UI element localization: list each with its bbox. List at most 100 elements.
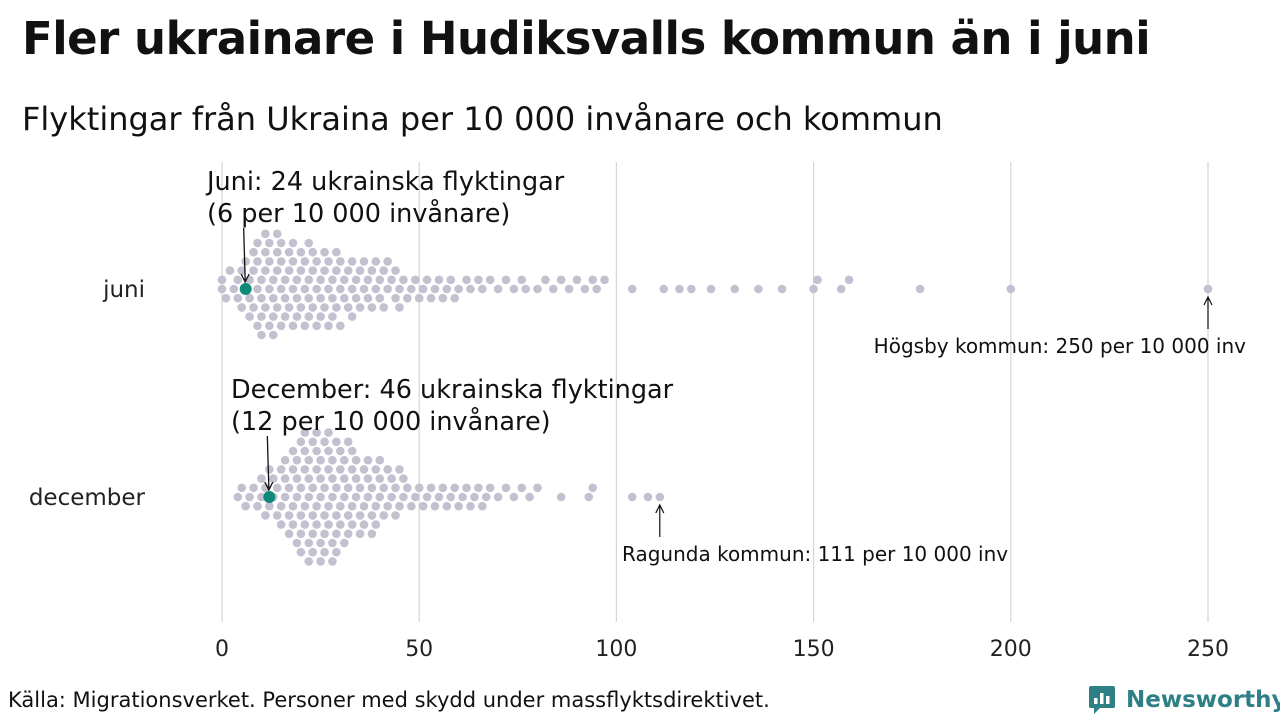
highlight-label-line1: Juni: 24 ukrainska flyktingar: [205, 167, 565, 197]
max-arrowhead: [1203, 295, 1213, 306]
data-point: [276, 321, 286, 331]
data-point: [478, 284, 487, 294]
data-point: [245, 312, 254, 321]
data-point: [474, 483, 483, 493]
data-point: [430, 501, 440, 511]
data-point: [588, 275, 598, 285]
data-point: [245, 293, 254, 303]
data-point: [280, 492, 290, 502]
x-tick-label: 150: [793, 637, 835, 662]
data-point: [351, 455, 361, 465]
data-point: [347, 312, 357, 321]
data-point: [371, 501, 381, 511]
data-point: [288, 465, 298, 474]
data-point: [347, 501, 357, 511]
data-point: [332, 437, 341, 447]
data-point: [332, 529, 341, 539]
data-point: [316, 275, 325, 285]
data-point: [237, 483, 247, 493]
data-point: [450, 483, 459, 493]
data-point: [517, 275, 527, 285]
data-point: [312, 446, 321, 456]
data-point: [730, 284, 740, 294]
data-point: [466, 284, 475, 294]
data-point: [320, 483, 329, 493]
data-point: [312, 428, 321, 437]
data-point: [347, 446, 357, 456]
data-point: [410, 275, 420, 285]
newsworthy-logo[interactable]: Newsworthy: [1088, 684, 1280, 716]
data-point: [470, 492, 479, 502]
data-point: [300, 257, 310, 266]
data-point: [336, 446, 345, 456]
data-point: [296, 483, 306, 493]
data-point: [1006, 284, 1016, 294]
data-point: [268, 330, 278, 340]
beeswarm-chart: 0 50 100 150 200 250 juni december Juni: 24 uk…: [29, 162, 1246, 662]
data-point: [320, 303, 329, 312]
data-point: [379, 511, 389, 520]
data-point: [466, 501, 475, 511]
data-point: [316, 312, 325, 321]
data-point: [316, 538, 325, 548]
data-point: [410, 492, 420, 502]
data-point: [332, 511, 341, 520]
data-point: [300, 520, 310, 529]
data-point: [359, 284, 369, 294]
data-point: [304, 538, 314, 548]
data-point: [481, 492, 491, 502]
data-point: [422, 275, 432, 285]
data-point: [336, 257, 345, 266]
data-point: [304, 492, 314, 502]
data-point: [320, 266, 329, 275]
data-point: [249, 483, 258, 493]
data-point: [572, 275, 582, 285]
data-point: [268, 312, 278, 321]
data-point: [296, 529, 306, 539]
data-point: [339, 474, 349, 483]
data-point: [328, 538, 337, 548]
data-point: [407, 284, 416, 294]
data-point: [706, 284, 716, 294]
data-point: [343, 511, 353, 520]
data-point: [316, 455, 325, 465]
data-point: [391, 483, 400, 493]
data-point: [253, 257, 262, 266]
data-point: [450, 293, 459, 303]
data-point: [324, 257, 333, 266]
data-point: [442, 284, 452, 294]
data-point: [312, 284, 321, 294]
data-point: [308, 303, 318, 312]
data-point: [395, 501, 404, 511]
data-point: [288, 501, 298, 511]
category-label: juni: [102, 277, 145, 303]
annotations: Juni: 24 ukrainska flyktingar(6 per 10 0…: [205, 167, 1246, 566]
x-tick-label: 250: [1187, 637, 1229, 662]
data-point: [399, 492, 408, 502]
data-point: [308, 529, 318, 539]
data-point: [517, 483, 527, 493]
data-point: [442, 501, 452, 511]
category-labels: juni december: [29, 277, 146, 511]
data-point: [233, 293, 243, 303]
data-point: [324, 465, 333, 474]
data-point: [407, 501, 416, 511]
data-point: [268, 293, 278, 303]
data-point: [474, 275, 483, 285]
data-point: [434, 492, 444, 502]
data-point: [217, 275, 227, 285]
data-point: [308, 266, 318, 275]
data-point: [399, 474, 408, 483]
data-point: [272, 229, 282, 239]
data-point: [533, 284, 542, 294]
data-point: [355, 529, 365, 539]
data-point: [276, 238, 286, 248]
data-point: [351, 492, 361, 502]
data-point: [328, 275, 337, 285]
data-point: [403, 483, 412, 493]
data-point: [288, 520, 298, 529]
data-point: [363, 492, 373, 502]
data-point: [304, 238, 314, 248]
data-point: [300, 428, 310, 437]
data-point: [296, 266, 306, 275]
